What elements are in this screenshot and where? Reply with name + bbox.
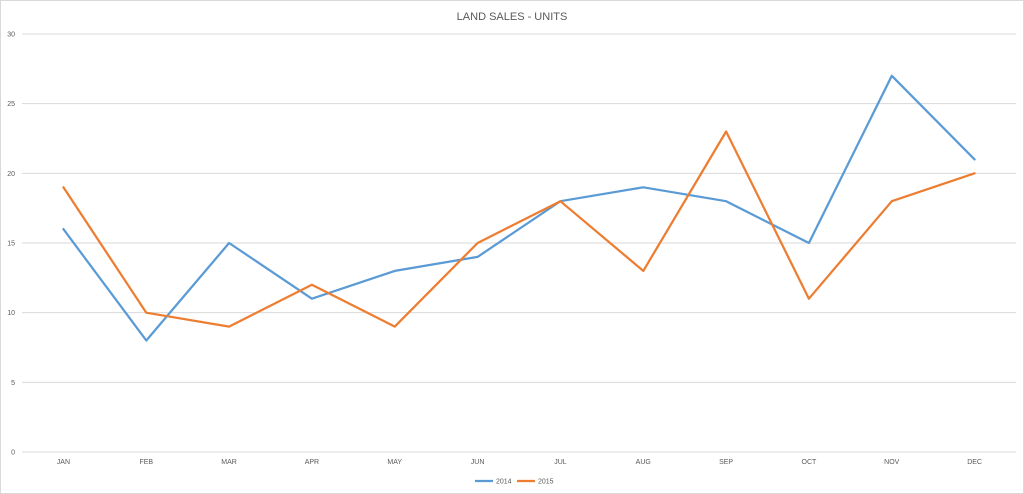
x-tick-label: SEP [719,459,733,466]
y-tick-label: 15 [7,241,15,248]
x-tick-label: MAR [221,459,237,466]
y-tick-label: 0 [11,450,15,457]
series-line-2015 [62,130,976,328]
x-axis-ticks: JAN FEB MAR APR MAY JUN JUL AUG SEP OCT NOV DEC [57,459,982,466]
y-tick-label: 25 [7,101,15,108]
y-tick-label: 10 [7,310,15,317]
series-line-2014 [62,74,976,342]
x-tick-label: FEB [139,459,153,466]
x-tick-label: JUL [554,459,567,466]
series-lines [62,74,976,342]
chart-title: LAND SALES - UNITS [457,11,568,23]
y-tick-label: 5 [11,380,15,387]
x-tick-label: JUN [471,459,485,466]
x-tick-label: DEC [967,459,982,466]
gridlines [22,33,1016,453]
x-tick-label: NOV [884,459,900,466]
x-tick-label: OCT [802,459,818,466]
legend: 2014 2015 [475,479,554,486]
legend-item-2014: 2014 [475,479,512,486]
x-tick-label: AUG [636,459,651,466]
x-tick-label: MAY [387,459,402,466]
y-tick-label: 20 [7,171,15,178]
y-tick-label: 30 [7,32,15,39]
x-tick-label: APR [305,459,319,466]
y-axis-ticks: 0 5 10 15 20 25 30 [7,32,15,457]
legend-item-2015: 2015 [517,479,554,486]
legend-label: 2015 [538,479,554,486]
x-tick-label: JAN [57,459,70,466]
legend-label: 2014 [496,479,512,486]
